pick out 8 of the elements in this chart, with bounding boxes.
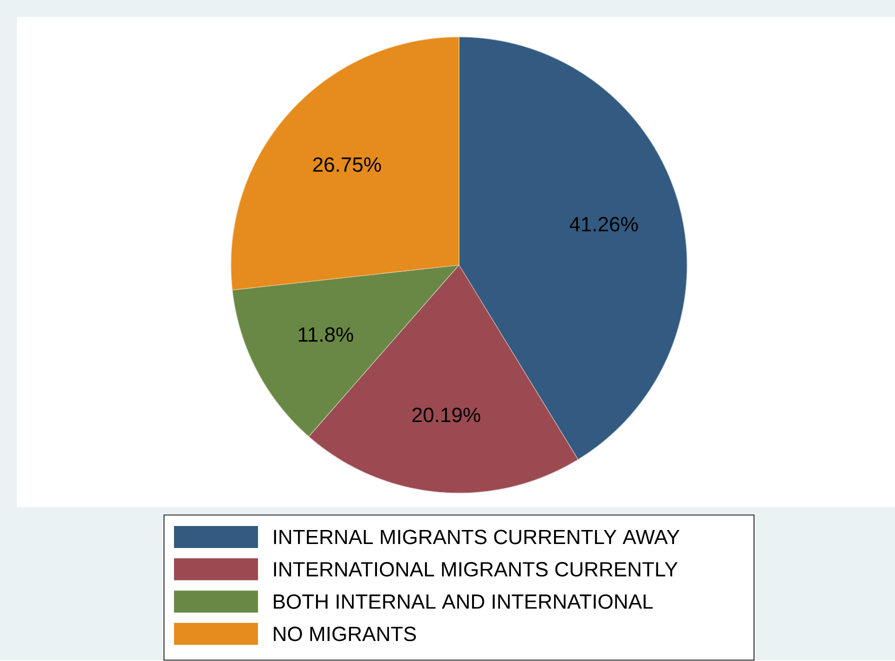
legend-label: INTERNATIONAL MIGRANTS CURRENTLY <box>274 562 678 577</box>
legend-label: NO MIGRANTS <box>274 626 416 642</box>
legend-label: INTERNAL MIGRANTS CURRENTLY AWAY <box>274 530 680 544</box>
legend-label: BOTH INTERNAL AND INTERNATIONAL <box>274 594 653 610</box>
data-label: 41.26% <box>570 217 638 232</box>
data-label: 20.19% <box>412 408 480 422</box>
data-label: 11.8% <box>298 328 354 342</box>
data-label: 26.75% <box>313 158 381 172</box>
